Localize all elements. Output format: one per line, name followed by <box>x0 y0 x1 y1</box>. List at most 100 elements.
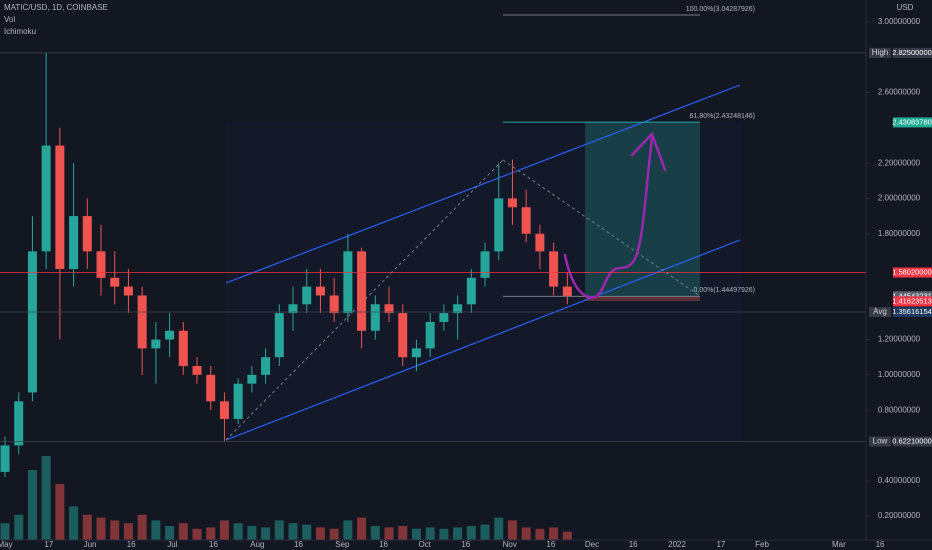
volume-bar <box>110 520 120 540</box>
volume-bar <box>398 526 408 540</box>
candle-body <box>507 198 517 208</box>
y-tick-label: 2.60000000 <box>878 88 921 97</box>
y-tick-label: 2.20000000 <box>878 158 921 167</box>
x-tick-label: Sep <box>335 540 350 549</box>
price-tag-label: 1.41623513 <box>892 296 932 305</box>
volume-bar <box>439 528 449 540</box>
channel-upper <box>225 84 741 284</box>
y-tick-label: 1.80000000 <box>878 229 921 238</box>
candle-body <box>206 374 216 402</box>
x-tick-label: Jun <box>84 540 97 549</box>
volume-bar <box>535 528 545 540</box>
candle-body <box>27 251 37 393</box>
volume-bar <box>96 517 106 540</box>
candle-body <box>439 313 449 322</box>
fib-trend <box>502 159 701 297</box>
x-tick-label: 16 <box>876 540 885 549</box>
candle-body <box>480 251 490 278</box>
candle-body <box>425 321 435 349</box>
candle-body <box>96 251 106 278</box>
candle-body <box>247 374 257 384</box>
x-tick-label: 16 <box>127 540 136 549</box>
y-tick-label: 3.00000000 <box>878 17 921 26</box>
candle-body <box>535 233 545 252</box>
volume-bar <box>507 520 517 540</box>
fib-label: 0.00%(1.44497926) <box>694 287 756 294</box>
candle-body <box>466 277 476 305</box>
candle-body <box>494 198 504 252</box>
candle-body <box>192 366 202 375</box>
x-tick-label: 16 <box>209 540 218 549</box>
y-tick-label: 0.20000000 <box>878 511 921 520</box>
volume-bar <box>384 527 394 540</box>
x-tick-label: 17 <box>44 540 53 549</box>
volume-bar <box>151 520 161 540</box>
price-tag-label: 2.43083780 <box>892 117 932 126</box>
candle-body <box>178 330 188 367</box>
y-tick-label: 0.40000000 <box>878 476 921 485</box>
level-name-tag <box>869 307 891 318</box>
x-tick-label: 16 <box>461 540 470 549</box>
candle-body <box>453 304 463 314</box>
x-tick-label: Feb <box>755 540 769 549</box>
volume-bar <box>425 527 435 540</box>
volume-bar <box>411 528 421 540</box>
volume-bar <box>0 523 10 540</box>
price-tag <box>893 436 932 447</box>
price-tag-label: 2.82500000 <box>892 48 932 57</box>
x-tick-label: Jul <box>167 540 177 549</box>
long-position-loss <box>585 296 700 301</box>
volume-bar <box>562 531 572 540</box>
candle-body <box>219 401 229 419</box>
volume-bar <box>165 526 175 540</box>
indicator-label: Vol <box>4 15 15 24</box>
volume-bar <box>123 523 133 540</box>
candle-body <box>165 330 175 340</box>
candle-body <box>261 357 271 375</box>
x-tick-label: Oct <box>418 540 431 549</box>
candle-body <box>0 445 10 472</box>
x-tick-label: 17 <box>716 540 725 549</box>
price-tag <box>893 307 932 318</box>
candle-body <box>69 216 79 269</box>
candle-body <box>411 348 421 358</box>
candle-body <box>562 286 572 297</box>
candle-body <box>549 251 559 287</box>
volume-bar <box>192 528 202 540</box>
volume-bar <box>274 520 284 540</box>
volume-bar <box>357 517 367 540</box>
price-tag <box>893 47 932 58</box>
candle-body <box>288 304 298 314</box>
x-tick-label: 16 <box>379 540 388 549</box>
volume-bar <box>55 484 65 540</box>
long-position-profit <box>585 122 700 296</box>
price-tag <box>893 291 932 302</box>
volume-bar <box>288 523 298 540</box>
candle-body <box>55 145 65 269</box>
x-tick-label: Aug <box>250 540 264 549</box>
level-name-tag <box>869 47 891 58</box>
candle-body <box>123 286 133 296</box>
y-tick-label: 1.20000000 <box>878 335 921 344</box>
level-name-tag <box>869 436 891 447</box>
candle-body <box>151 339 161 349</box>
fib-label: 61.80%(2.43248146) <box>690 113 755 120</box>
volume-bar <box>137 514 147 540</box>
volume-bar <box>14 514 24 540</box>
candle-body <box>233 383 243 419</box>
volume-bar <box>41 456 51 540</box>
volume-bar <box>206 527 216 540</box>
x-tick-label: 16 <box>294 540 303 549</box>
candle-body <box>274 313 284 358</box>
level-name: Avg <box>873 307 887 316</box>
volume-bar <box>261 527 271 540</box>
x-tick-label: Mar <box>832 540 846 549</box>
candle-body <box>343 251 353 314</box>
volume-bar <box>466 526 476 540</box>
currency: USD <box>897 3 914 12</box>
fib-label: 100.00%(3.04287926) <box>686 6 755 13</box>
volume-bar <box>233 523 243 540</box>
price-tag <box>893 296 932 307</box>
